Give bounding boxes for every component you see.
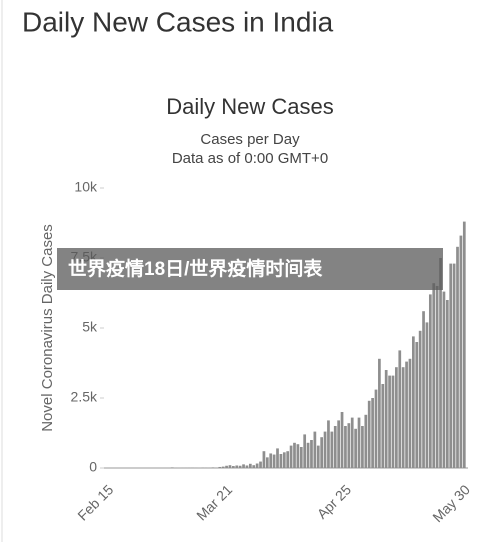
bar — [415, 342, 419, 468]
bar — [391, 375, 395, 468]
bar — [316, 445, 320, 468]
chart-subtitle: Cases per Day — [200, 131, 300, 148]
bar — [350, 417, 354, 468]
bar — [344, 426, 347, 468]
bar — [367, 400, 371, 468]
bar — [364, 414, 368, 468]
bar — [259, 461, 262, 468]
bar — [269, 453, 273, 468]
bar — [272, 454, 276, 468]
bar — [381, 384, 385, 468]
bar — [449, 263, 453, 468]
page-title: Daily New Cases in India — [22, 6, 334, 37]
banner-text: 世界疫情18日/世界疫情时间表 — [68, 257, 323, 280]
bar — [225, 465, 228, 468]
bar — [425, 322, 429, 468]
bar — [276, 448, 279, 468]
bar — [340, 412, 344, 468]
bar — [374, 389, 378, 468]
bar — [435, 286, 439, 468]
chart-subtitle: Data as of 0:00 GMT+0 — [172, 150, 328, 167]
bar — [296, 444, 300, 468]
bar — [327, 420, 330, 468]
bar — [333, 426, 337, 468]
bar — [310, 440, 313, 468]
bar — [337, 420, 340, 468]
bar — [432, 283, 436, 468]
bar — [398, 350, 402, 468]
y-tick-label: 5k — [82, 319, 98, 335]
bar — [395, 367, 398, 468]
bar — [456, 246, 459, 468]
bar — [384, 370, 388, 468]
bar — [242, 464, 245, 468]
bar — [445, 300, 449, 468]
bar — [459, 235, 463, 468]
bar — [371, 398, 374, 468]
bar — [306, 442, 310, 468]
bar — [347, 423, 351, 468]
bar — [245, 465, 249, 468]
bar — [299, 447, 303, 468]
bar — [408, 358, 412, 468]
bar — [418, 330, 422, 468]
bar — [211, 467, 215, 468]
bar — [439, 258, 442, 468]
bar — [330, 431, 334, 468]
y-tick-label: 2.5k — [71, 389, 98, 405]
bar — [361, 426, 364, 468]
bar — [442, 291, 446, 468]
y-tick-label: 10k — [74, 179, 98, 195]
bar — [235, 465, 239, 468]
bar — [170, 467, 174, 468]
chart-title: Daily New Cases — [166, 94, 334, 119]
y-axis-label: Novel Coronavirus Daily Cases — [39, 224, 56, 432]
bar — [255, 463, 259, 468]
bar — [412, 336, 415, 468]
bar — [248, 463, 252, 468]
bar — [401, 367, 405, 468]
bar — [282, 452, 286, 468]
bar — [320, 437, 324, 468]
bar — [422, 311, 425, 468]
bar — [452, 263, 456, 468]
bar — [354, 428, 357, 468]
bar — [462, 221, 466, 468]
banner-background — [57, 248, 443, 290]
bar — [232, 466, 235, 468]
bar — [289, 445, 293, 468]
bar — [293, 442, 296, 468]
bar — [323, 431, 327, 468]
bar — [388, 375, 391, 468]
bar — [286, 451, 290, 468]
bar — [378, 358, 381, 468]
bar — [262, 451, 266, 468]
bar — [265, 457, 269, 468]
bar — [228, 465, 232, 468]
bar — [238, 465, 242, 468]
bar — [218, 466, 222, 468]
bar — [221, 466, 225, 468]
bar — [428, 294, 432, 468]
bar — [279, 454, 283, 468]
bar — [303, 434, 307, 468]
bar — [405, 361, 408, 468]
y-tick-label: 0 — [89, 459, 97, 475]
bar — [357, 417, 361, 468]
bar — [313, 431, 317, 468]
bar — [252, 465, 256, 468]
